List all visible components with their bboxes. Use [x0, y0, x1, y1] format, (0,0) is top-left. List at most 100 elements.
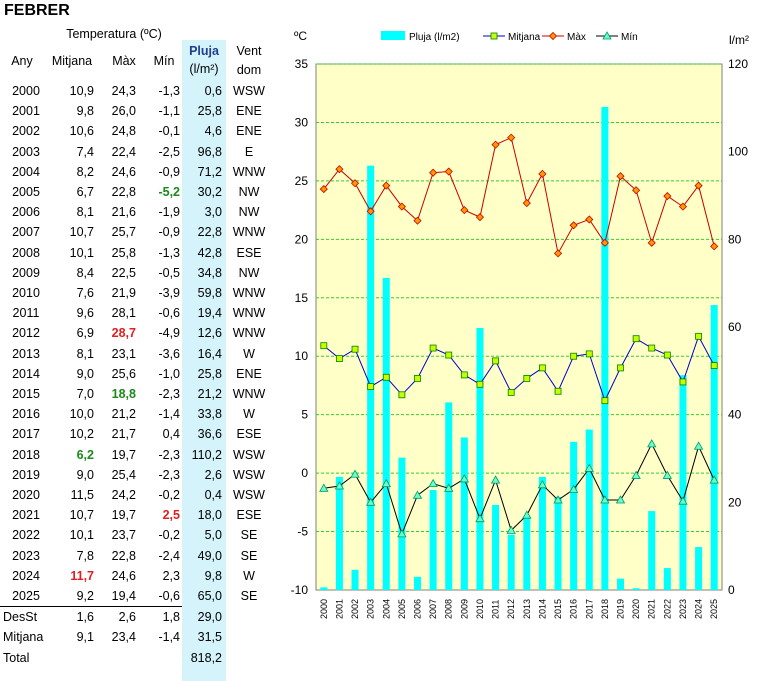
header-max: Màx [112, 54, 136, 68]
row-rain: 5,0 [204, 528, 222, 543]
point-max [366, 207, 375, 216]
point-max [569, 221, 578, 230]
row-year: 2017 [12, 427, 40, 442]
row-min: -0,6 [158, 589, 180, 603]
point-min [568, 484, 579, 493]
point-min [444, 483, 454, 492]
row-mean: 8,4 [76, 265, 94, 280]
row-year: 2016 [12, 407, 40, 422]
rain-bar [632, 588, 640, 590]
row-year: 2015 [12, 387, 40, 401]
row-mean: 7,4 [76, 144, 94, 159]
row-year: 2025 [12, 589, 40, 603]
temperature-group-header: Temperatura (ºC) [66, 27, 162, 41]
row-mean: 10,0 [69, 407, 94, 422]
x-tick-label: 2015 [553, 599, 563, 619]
row-rain: 59,8 [197, 286, 222, 300]
row-rain: 0,6 [204, 84, 222, 98]
row-wind: ENE [236, 104, 262, 119]
row-max: 24,3 [111, 84, 136, 98]
rain-bar [585, 429, 593, 590]
row-wind: WNW [232, 164, 266, 179]
row-wind: WNW [232, 387, 266, 401]
row-year: 2000 [12, 84, 40, 98]
row-year: 2014 [12, 366, 40, 381]
rain-bar [507, 534, 515, 590]
rain-bar [398, 457, 406, 590]
legend-marker-min [602, 31, 612, 40]
row-mean: 10,7 [69, 225, 94, 240]
row-rain: 25,8 [197, 104, 222, 119]
rain-bar [601, 106, 609, 590]
row-wind: ESE [236, 508, 262, 523]
row-wind: SE [240, 589, 258, 603]
point-min [397, 529, 407, 538]
point-max [585, 215, 594, 224]
point-mean [523, 375, 531, 382]
row-wind: ESE [236, 427, 262, 442]
series-line-max [323, 136, 715, 255]
row-min: -1,3 [158, 245, 180, 260]
point-mean [367, 383, 375, 391]
rain-bar [538, 476, 546, 590]
row-rain: 12,6 [197, 326, 222, 341]
row-year: 2010 [12, 286, 40, 300]
point-mean [445, 351, 453, 359]
point-mean [320, 342, 328, 350]
row-wind: W [243, 568, 255, 583]
point-min [678, 496, 688, 505]
row-max: 28,7 [111, 326, 136, 341]
y2-tick-label: 40 [728, 408, 742, 422]
row-mean: 10,1 [69, 528, 94, 543]
point-min [506, 525, 516, 534]
row-max: 22,8 [111, 548, 136, 563]
row-year: 2011 [12, 306, 40, 321]
rain-bar [679, 375, 687, 590]
point-mean [398, 391, 406, 399]
rain-bar [648, 511, 656, 590]
row-year: 2008 [12, 245, 40, 260]
legend-label-min: Mín [621, 32, 638, 43]
summary-label: Mitjana [3, 630, 44, 645]
row-mean: 11,5 [70, 488, 94, 502]
row-min: -0,1 [158, 124, 180, 139]
row-year: 2007 [12, 225, 40, 240]
summary-mean: 1,6 [76, 610, 94, 625]
row-wind: SE [240, 548, 258, 563]
y-tick-label: 0 [301, 466, 308, 480]
row-max: 25,8 [111, 245, 136, 260]
x-tick-label: 2000 [319, 599, 329, 619]
point-max [491, 140, 500, 149]
y-tick-label: -10 [291, 583, 309, 597]
y2-tick-label: 60 [728, 320, 742, 334]
rain-bar [710, 305, 718, 590]
point-max [616, 172, 625, 181]
point-max [522, 199, 531, 208]
x-tick-label: 2008 [444, 599, 454, 619]
point-mean [648, 344, 656, 352]
row-mean: 11,7 [70, 568, 94, 583]
row-max: 22,5 [111, 265, 136, 280]
summary-divider [0, 606, 182, 608]
rain-bar [570, 441, 578, 590]
row-rain: 22,8 [197, 225, 222, 240]
row-mean: 10,9 [69, 84, 94, 98]
row-mean: 10,1 [69, 245, 94, 260]
header-year: Any [11, 54, 33, 68]
point-min [553, 495, 563, 504]
header-mean: Mitjana [51, 54, 93, 68]
point-mean [663, 351, 671, 359]
row-max: 22,4 [111, 144, 136, 159]
row-min: -1,4 [158, 407, 180, 422]
row-wind: NW [238, 185, 260, 199]
point-max [538, 169, 547, 178]
row-min: 2,3 [162, 568, 180, 583]
row-rain: 19,4 [197, 306, 222, 321]
row-mean: 7,8 [76, 548, 94, 563]
point-min [615, 495, 626, 504]
row-min: -0,2 [158, 528, 180, 543]
x-tick-label: 2017 [584, 599, 594, 619]
point-min [428, 478, 438, 488]
row-wind: WNW [232, 306, 266, 321]
